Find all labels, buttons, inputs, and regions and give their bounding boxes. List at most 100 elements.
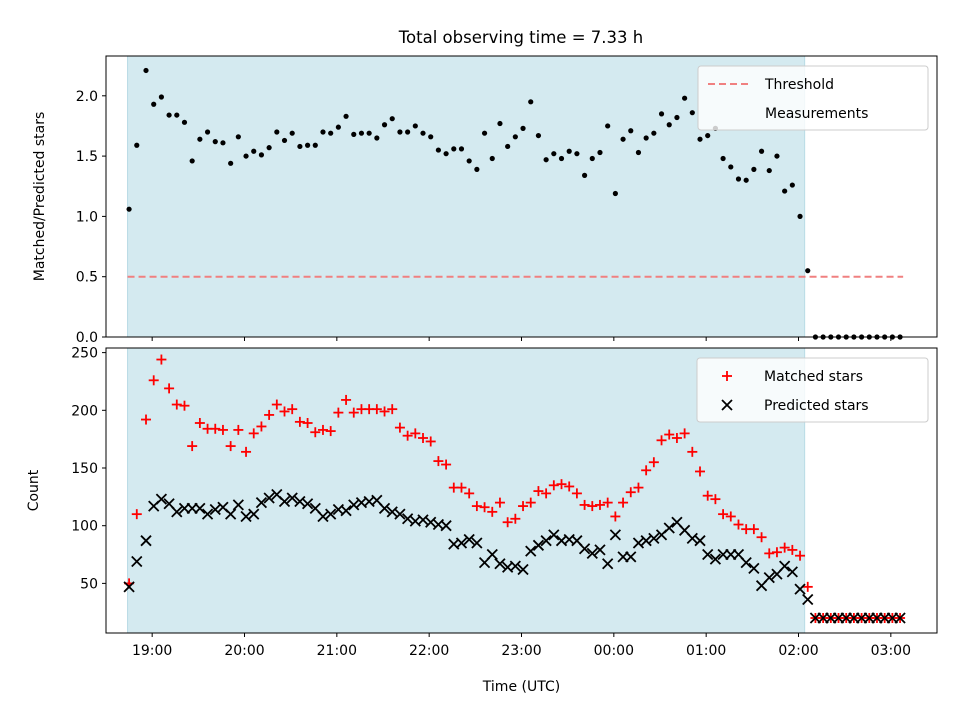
measurement-point xyxy=(774,153,780,159)
matched-star-point xyxy=(264,409,275,420)
measurement-point xyxy=(612,190,618,197)
measurement-point xyxy=(489,155,495,162)
matched-star-point xyxy=(464,488,475,499)
measurement-point xyxy=(805,268,811,274)
predicted-star-point xyxy=(131,555,143,568)
measurement-point xyxy=(405,129,411,135)
measurement-point xyxy=(358,130,365,136)
y-tick-label: 0.0 xyxy=(76,330,98,346)
predicted-star-point xyxy=(748,562,760,575)
measurement-point xyxy=(789,182,795,188)
matched-star-point xyxy=(725,511,736,522)
measurement-point xyxy=(335,124,341,130)
measurement-point xyxy=(126,206,132,212)
predicted-star-point xyxy=(201,508,214,520)
chart-title: Total observing time = 7.33 h xyxy=(398,28,643,47)
measurement-point xyxy=(697,136,703,142)
matched-star-point xyxy=(579,499,590,510)
measurement-point xyxy=(720,155,726,162)
matched-star-point xyxy=(217,424,228,435)
y-tick-label: 1.0 xyxy=(76,209,98,225)
measurement-point xyxy=(243,153,249,159)
legend-label: Threshold xyxy=(764,77,834,93)
matched-star-point xyxy=(171,399,182,410)
x-tick-label: 20:00 xyxy=(224,643,264,659)
matched-star-point xyxy=(771,547,782,558)
matched-star-point xyxy=(394,422,405,433)
measurement-point xyxy=(481,130,488,136)
matched-star-point xyxy=(387,404,398,415)
measurement-point xyxy=(251,148,257,154)
legend-label: Predicted stars xyxy=(764,398,869,414)
matched-star-point xyxy=(756,532,767,543)
predicted-star-point xyxy=(425,516,437,528)
measurement-point xyxy=(458,146,465,152)
predicted-star-point xyxy=(417,514,429,526)
x-tick-label: 01:00 xyxy=(686,643,726,659)
measurement-point xyxy=(158,94,164,100)
matched-star-point xyxy=(325,426,336,437)
predicted-star-point xyxy=(140,535,152,547)
measurement-point xyxy=(374,135,380,141)
x-axis-label: Time (UTC) xyxy=(482,679,560,695)
matched-star-point xyxy=(310,427,321,438)
predicted-star-point xyxy=(509,560,521,572)
measurement-point xyxy=(343,113,349,119)
matched-star-point xyxy=(679,428,690,439)
y-tick-label: 150 xyxy=(71,461,98,477)
measurement-point xyxy=(151,101,157,107)
measurement-point xyxy=(443,151,449,157)
measurement-point xyxy=(512,134,518,140)
predicted-star-point xyxy=(340,505,352,517)
predicted-star-point xyxy=(225,508,237,520)
matched-star-point xyxy=(194,418,205,428)
predicted-star-point xyxy=(540,535,552,547)
x-tick-label: 19:00 xyxy=(132,643,172,659)
measurement-point xyxy=(428,134,434,140)
measurement-point xyxy=(435,147,441,153)
matched-star-point xyxy=(418,433,429,443)
measurement-point xyxy=(728,164,734,170)
predicted-star-point xyxy=(455,537,468,549)
predicted-star-point xyxy=(602,558,614,570)
measurement-point xyxy=(389,116,395,122)
predicted-star-point xyxy=(294,495,306,508)
matched-star-point xyxy=(379,406,390,417)
y-tick-label: 0.5 xyxy=(76,270,98,286)
matched-star-point xyxy=(633,482,644,493)
measurement-point xyxy=(258,152,265,158)
matched-star-point xyxy=(525,497,536,508)
matched-star-point xyxy=(348,407,359,418)
matched-star-point xyxy=(787,544,798,555)
measurement-point xyxy=(535,132,542,139)
measurement-point xyxy=(297,143,303,150)
matched-star-point xyxy=(187,441,198,452)
matched-star-point xyxy=(702,490,713,501)
measurement-point xyxy=(412,123,418,129)
y-tick-label: 200 xyxy=(71,403,98,419)
predicted-star-point xyxy=(401,513,414,525)
predicted-star-point xyxy=(248,508,260,520)
measurement-point xyxy=(220,140,226,146)
measurement-point xyxy=(682,95,688,101)
matched-star-point xyxy=(164,383,175,394)
measurement-point xyxy=(134,142,140,148)
y-tick-label: 1.5 xyxy=(76,149,98,165)
predicted-star-point xyxy=(594,544,606,556)
predicted-star-point xyxy=(686,532,698,545)
matched-star-point xyxy=(748,524,759,535)
predicted-star-point xyxy=(209,503,221,516)
predicted-star-point xyxy=(578,543,591,555)
legend-matched-swatch xyxy=(722,371,732,381)
measurement-point xyxy=(289,130,295,136)
predicted-star-point xyxy=(123,581,135,593)
legend-predicted-swatch xyxy=(721,399,733,411)
y-tick-label: 2.0 xyxy=(76,89,98,105)
measurement-point xyxy=(543,157,549,163)
matched-star-point xyxy=(156,354,167,365)
x-tick-label: 23:00 xyxy=(501,643,541,659)
matched-star-point xyxy=(317,424,328,435)
measurement-point xyxy=(558,155,565,162)
measurement-point xyxy=(281,137,288,144)
